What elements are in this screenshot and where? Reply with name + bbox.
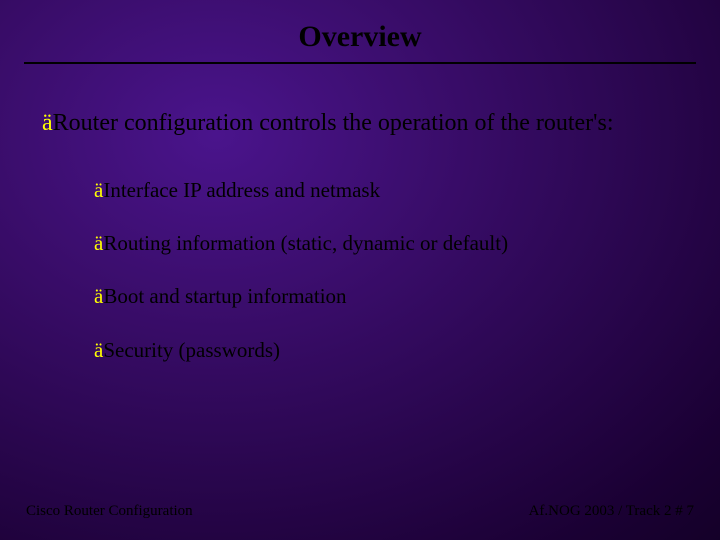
list-item: äRouting information (static, dynamic or… (94, 231, 720, 256)
arrow-icon: ä (94, 231, 103, 255)
list-item: äInterface IP address and netmask (94, 178, 720, 203)
list-item: äSecurity (passwords) (94, 338, 720, 363)
arrow-icon: ä (42, 110, 53, 136)
list-item: äBoot and startup information (94, 284, 720, 309)
title-underline (24, 62, 696, 64)
sub-item-text: Routing information (static, dynamic or … (103, 231, 508, 255)
arrow-icon: ä (94, 284, 103, 308)
title-area: Overview (0, 0, 720, 64)
arrow-icon: ä (94, 338, 103, 362)
main-bullet-text: Router configuration controls the operat… (53, 110, 614, 136)
sub-item-text: Boot and startup information (103, 284, 346, 308)
arrow-icon: ä (94, 178, 103, 202)
main-bullet: äRouter configuration controls the opera… (42, 108, 720, 138)
slide-title: Overview (298, 20, 421, 54)
slide: Overview äRouter configuration controls … (0, 0, 720, 540)
sub-item-text: Interface IP address and netmask (103, 178, 380, 202)
sub-list: äInterface IP address and netmask äRouti… (94, 178, 720, 363)
footer-left: Cisco Router Configuration (26, 503, 193, 520)
footer-right: Af.NOG 2003 / Track 2 # 7 (529, 503, 694, 520)
sub-item-text: Security (passwords) (103, 338, 280, 362)
